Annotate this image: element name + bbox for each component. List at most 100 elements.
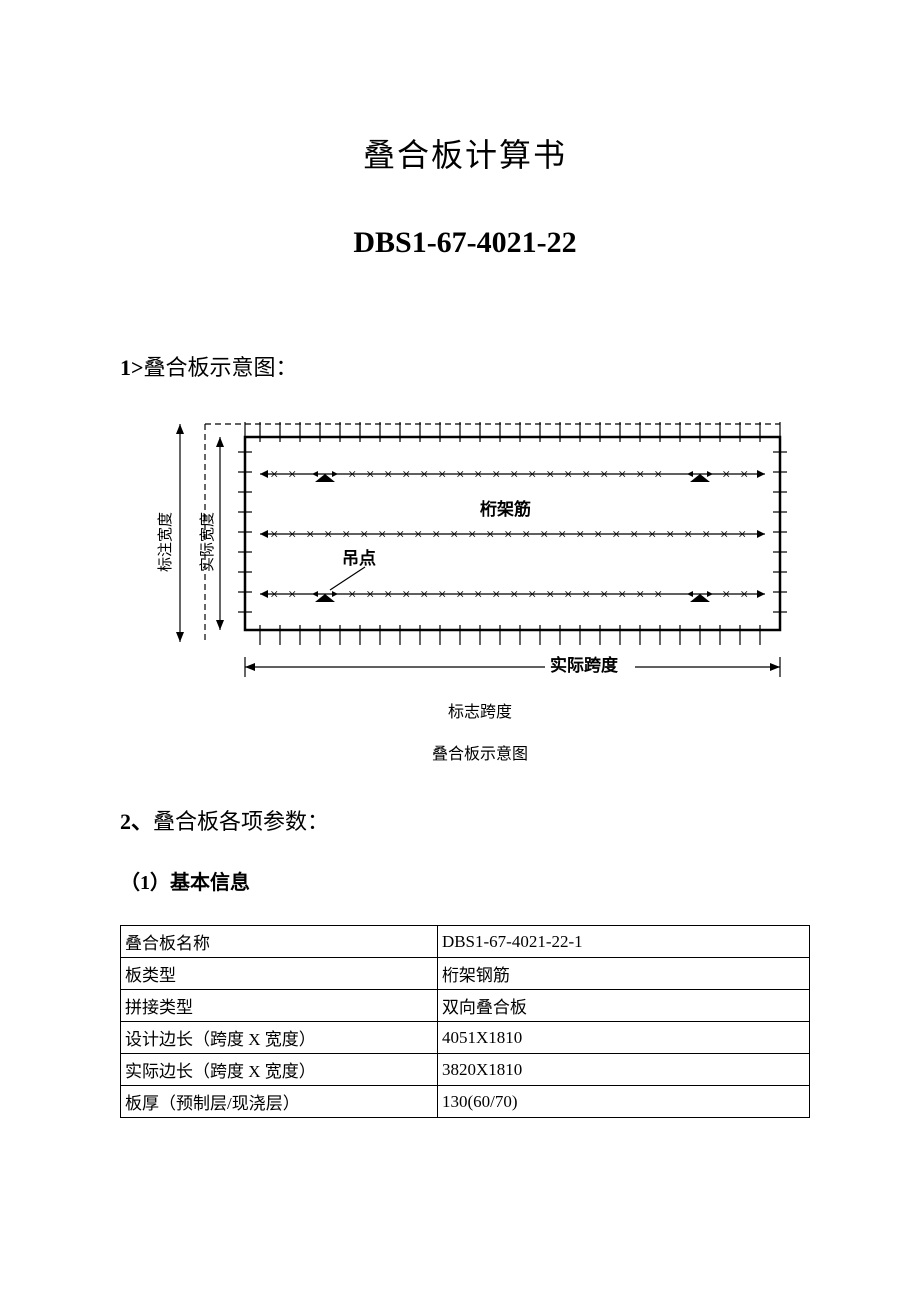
param-key: 设计边长（跨度 X 宽度） (121, 1022, 438, 1054)
table-row: 叠合板名称 DBS1-67-4021-22-1 (121, 926, 810, 958)
svg-text:×: × (720, 527, 728, 543)
svg-text:×: × (420, 467, 428, 483)
svg-text:×: × (360, 527, 368, 543)
svg-text:×: × (420, 587, 428, 603)
svg-text:×: × (270, 527, 278, 543)
svg-text:×: × (564, 467, 572, 483)
svg-text:×: × (270, 587, 278, 603)
svg-text:×: × (722, 587, 730, 603)
svg-text:×: × (576, 527, 584, 543)
svg-text:×: × (546, 587, 554, 603)
svg-text:×: × (618, 587, 626, 603)
param-key: 板厚（预制层/现浇层） (121, 1086, 438, 1118)
svg-text:×: × (558, 527, 566, 543)
svg-text:×: × (366, 587, 374, 603)
table-row: 板类型 桁架钢筋 (121, 958, 810, 990)
svg-text:×: × (636, 587, 644, 603)
svg-text:×: × (438, 467, 446, 483)
param-key: 拼接类型 (121, 990, 438, 1022)
svg-text:×: × (600, 587, 608, 603)
param-key: 板类型 (121, 958, 438, 990)
section-1-text: 叠合板示意图： (144, 355, 298, 380)
svg-text:×: × (474, 467, 482, 483)
svg-text:×: × (648, 527, 656, 543)
svg-text:×: × (450, 527, 458, 543)
section-1-heading: 1>叠合板示意图： (120, 350, 810, 382)
svg-text:×: × (636, 467, 644, 483)
param-value: 桁架钢筋 (437, 958, 809, 990)
svg-text:×: × (414, 527, 422, 543)
svg-text:×: × (630, 527, 638, 543)
svg-text:×: × (378, 527, 386, 543)
svg-text:×: × (384, 467, 392, 483)
svg-text:×: × (510, 587, 518, 603)
svg-text:×: × (612, 527, 620, 543)
basic-info-table: 叠合板名称 DBS1-67-4021-22-1 板类型 桁架钢筋 拼接类型 双向… (120, 925, 810, 1118)
svg-text:×: × (474, 587, 482, 603)
svg-text:×: × (510, 467, 518, 483)
svg-text:×: × (564, 587, 572, 603)
svg-text:×: × (486, 527, 494, 543)
svg-text:×: × (456, 587, 464, 603)
svg-text:×: × (740, 467, 748, 483)
section-2-heading: 2、叠合板各项参数： (120, 804, 810, 836)
subsection-2-1-label: （1）基本信息 (120, 872, 250, 894)
svg-text:×: × (384, 587, 392, 603)
document-code: DBS1-67-4021-22 (120, 226, 810, 260)
slab-diagram-svg: × × × × × × × × × × × × × × × × × × × × × × × × × × × × × × × × × × × × ×… (150, 412, 790, 692)
svg-text:×: × (342, 527, 350, 543)
svg-text:×: × (324, 527, 332, 543)
svg-text:×: × (740, 587, 748, 603)
svg-text:×: × (522, 527, 530, 543)
label-lift-point: 吊点 (342, 548, 376, 568)
document-title: 叠合板计算书 (120, 130, 810, 176)
svg-text:×: × (270, 467, 278, 483)
table-row: 设计边长（跨度 X 宽度） 4051X1810 (121, 1022, 810, 1054)
svg-text:×: × (348, 467, 356, 483)
svg-text:×: × (600, 467, 608, 483)
label-truss: 桁架筋 (480, 499, 531, 519)
param-value: 双向叠合板 (437, 990, 809, 1022)
param-key: 叠合板名称 (121, 926, 438, 958)
page: 叠合板计算书 DBS1-67-4021-22 1>叠合板示意图： (0, 0, 920, 1178)
param-key: 实际边长（跨度 X 宽度） (121, 1054, 438, 1086)
section-2-number: 2、 (120, 809, 153, 834)
caption-mark-span: 标志跨度 (150, 698, 810, 722)
svg-text:×: × (702, 527, 710, 543)
svg-text:×: × (396, 527, 404, 543)
basic-info-tbody: 叠合板名称 DBS1-67-4021-22-1 板类型 桁架钢筋 拼接类型 双向… (121, 926, 810, 1118)
section-1-number: 1> (120, 355, 144, 380)
label-actual-width: 实际宽度 (199, 512, 216, 572)
param-value: DBS1-67-4021-22-1 (437, 926, 809, 958)
param-value: 4051X1810 (437, 1022, 809, 1054)
svg-text:×: × (582, 467, 590, 483)
svg-text:×: × (654, 587, 662, 603)
svg-text:×: × (492, 467, 500, 483)
svg-text:×: × (402, 467, 410, 483)
subsection-2-1-heading: （1）基本信息 (120, 866, 810, 895)
label-actual-span: 实际跨度 (550, 655, 619, 675)
svg-text:×: × (582, 587, 590, 603)
svg-text:×: × (438, 587, 446, 603)
table-row: 实际边长（跨度 X 宽度） 3820X1810 (121, 1054, 810, 1086)
svg-text:×: × (306, 527, 314, 543)
slab-diagram: × × × × × × × × × × × × × × × × × × × × × × × × × × × × × × × × × × × × ×… (150, 412, 810, 764)
label-mark-width: 标注宽度 (157, 512, 174, 572)
svg-text:×: × (288, 467, 296, 483)
svg-text:×: × (468, 527, 476, 543)
svg-text:×: × (432, 527, 440, 543)
svg-text:×: × (366, 467, 374, 483)
svg-text:×: × (666, 527, 674, 543)
svg-text:×: × (528, 587, 536, 603)
param-value: 130(60/70) (437, 1086, 809, 1118)
svg-text:×: × (402, 587, 410, 603)
svg-text:×: × (654, 467, 662, 483)
svg-text:×: × (540, 527, 548, 543)
svg-text:×: × (546, 467, 554, 483)
svg-text:×: × (618, 467, 626, 483)
param-value: 3820X1810 (437, 1054, 809, 1086)
table-row: 拼接类型 双向叠合板 (121, 990, 810, 1022)
svg-text:×: × (456, 467, 464, 483)
section-2-text: 叠合板各项参数： (153, 809, 329, 834)
svg-text:×: × (738, 527, 746, 543)
